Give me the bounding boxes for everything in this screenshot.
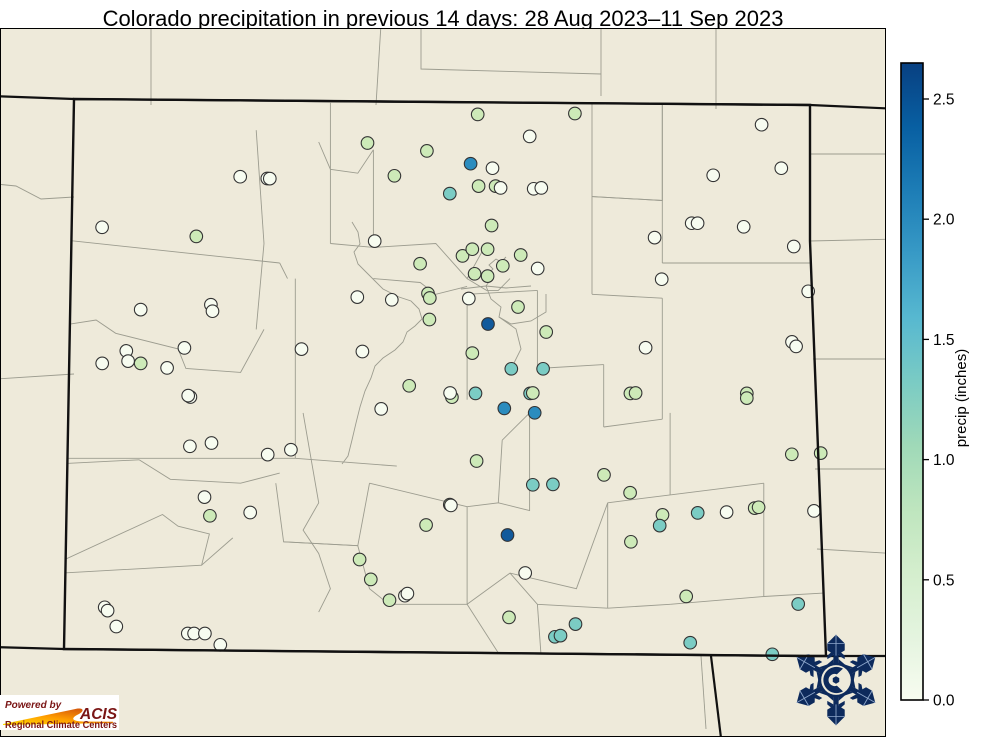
svg-text:precip (inches): precip (inches): [953, 349, 970, 447]
svg-text:1.5: 1.5: [933, 332, 955, 349]
svg-text:Powered by: Powered by: [5, 700, 62, 711]
svg-text:0.0: 0.0: [933, 693, 955, 710]
svg-text:2.5: 2.5: [933, 92, 955, 109]
svg-text:Regional Climate Centers: Regional Climate Centers: [5, 720, 117, 730]
svg-text:2.0: 2.0: [933, 212, 955, 229]
svg-text:1.0: 1.0: [933, 452, 955, 469]
svg-text:0.5: 0.5: [933, 572, 955, 589]
